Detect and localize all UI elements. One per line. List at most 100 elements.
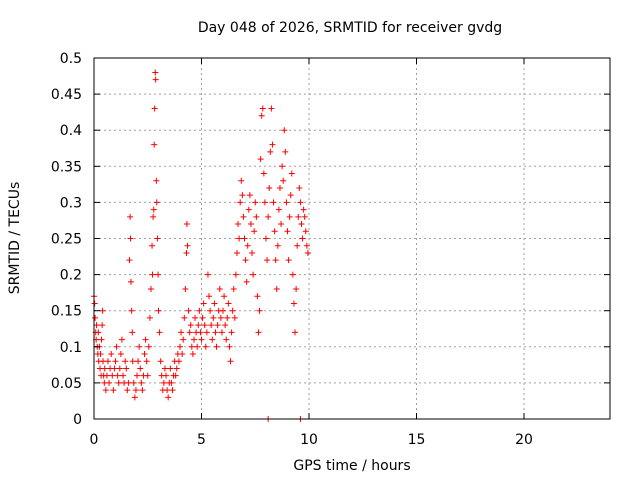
data-point <box>202 343 209 350</box>
data-point <box>243 278 250 285</box>
data-point <box>161 365 168 372</box>
data-point <box>164 387 171 394</box>
y-tick-label: 0.35 <box>51 159 82 175</box>
x-tick-labels: 0 5 10 15 20 <box>90 432 533 448</box>
data-point <box>127 213 134 220</box>
data-point <box>163 372 170 379</box>
data-point <box>167 365 174 372</box>
data-point <box>189 351 196 358</box>
data-point <box>131 394 138 401</box>
data-point <box>125 379 132 386</box>
data-point <box>197 329 204 336</box>
data-point <box>115 379 122 386</box>
data-point <box>111 365 118 372</box>
y-tick-labels: 0 0.05 0.1 0.15 0.2 0.25 0.3 0.35 0.4 0.45 0.5 <box>51 51 82 428</box>
data-point <box>156 329 163 336</box>
data-point <box>169 387 176 394</box>
plot-frame <box>93 57 611 420</box>
data-point <box>98 336 105 343</box>
data-point <box>270 199 277 206</box>
data-point <box>150 206 157 213</box>
data-point <box>128 307 135 314</box>
data-point <box>206 293 213 300</box>
data-point <box>113 343 120 350</box>
data-point <box>208 322 215 329</box>
data-point <box>253 213 260 220</box>
data-point <box>295 213 302 220</box>
data-point <box>240 213 247 220</box>
data-point <box>289 271 296 278</box>
data-point <box>260 170 267 177</box>
data-point <box>238 177 245 184</box>
data-point <box>279 163 286 170</box>
data-point <box>157 358 164 365</box>
data-point <box>280 177 287 184</box>
data-point <box>106 379 113 386</box>
data-point <box>149 271 156 278</box>
data-point <box>165 394 172 401</box>
ticks <box>93 57 610 420</box>
data-point <box>254 293 261 300</box>
data-point <box>271 228 278 235</box>
data-point <box>244 242 251 249</box>
data-point <box>95 329 102 336</box>
data-point <box>285 257 292 264</box>
data-point <box>185 307 192 314</box>
data-point <box>229 307 236 314</box>
data-marks <box>91 69 311 422</box>
data-point <box>92 314 99 321</box>
data-point <box>218 329 225 336</box>
data-point <box>134 372 140 379</box>
data-point <box>227 358 234 365</box>
data-point <box>233 249 240 256</box>
x-tick-label: 15 <box>408 432 426 448</box>
data-point <box>266 184 273 191</box>
data-point <box>255 329 262 336</box>
data-point <box>91 300 98 307</box>
data-point <box>194 343 201 350</box>
data-point <box>196 307 203 314</box>
data-point <box>299 235 306 242</box>
data-point <box>209 336 216 343</box>
data-point <box>261 199 268 206</box>
data-point <box>195 322 202 329</box>
data-point <box>117 351 124 358</box>
data-point <box>287 192 294 199</box>
data-point <box>230 286 237 293</box>
data-point <box>187 322 194 329</box>
data-point <box>220 307 226 314</box>
data-point <box>225 300 232 307</box>
data-point <box>294 242 301 249</box>
data-point <box>212 329 219 336</box>
y-tick-label: 0.05 <box>51 376 82 392</box>
data-point <box>290 300 297 307</box>
data-point <box>178 329 185 336</box>
data-point <box>237 199 244 206</box>
data-point <box>281 127 288 134</box>
data-point <box>112 358 119 365</box>
data-point <box>129 329 136 336</box>
data-point <box>297 199 304 206</box>
data-point <box>104 358 111 365</box>
data-point <box>246 192 253 199</box>
data-point <box>183 249 190 256</box>
data-point <box>149 242 156 249</box>
data-point <box>144 372 151 379</box>
data-point <box>275 206 282 213</box>
data-point <box>132 387 139 394</box>
data-point <box>116 365 123 372</box>
data-point <box>241 235 248 242</box>
data-point <box>200 300 207 307</box>
x-tick-label: 0 <box>90 432 99 448</box>
data-point <box>182 286 189 293</box>
data-point <box>300 206 307 213</box>
data-point <box>235 221 242 228</box>
data-point <box>188 343 195 350</box>
data-point <box>216 286 223 293</box>
data-point <box>247 221 254 228</box>
data-point <box>139 387 146 394</box>
data-point <box>222 322 229 329</box>
data-point <box>211 300 218 307</box>
